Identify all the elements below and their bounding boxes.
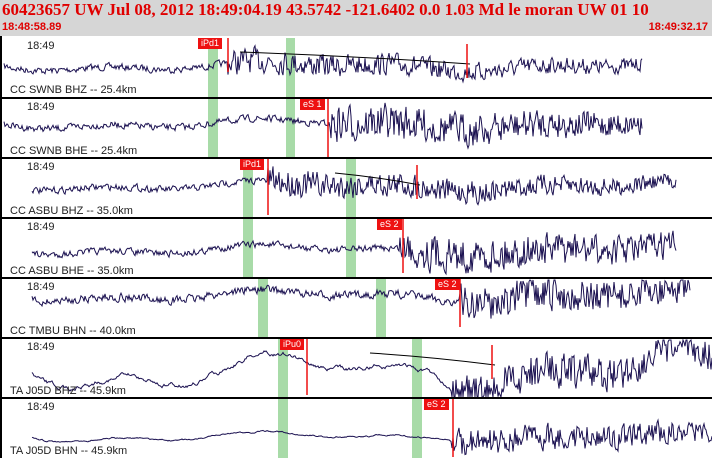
trace-time-label: 18:49 — [27, 341, 55, 353]
time-window-band — [346, 159, 356, 218]
time-window-band — [243, 219, 253, 278]
trace-separator — [0, 217, 712, 219]
phase-pick-tag[interactable]: iPd1 — [198, 38, 223, 49]
phase-pick-tag[interactable]: eS 2 — [377, 219, 402, 230]
time-window-band — [286, 38, 295, 97]
trace-time-label: 18:49 — [27, 101, 55, 113]
trace-panel[interactable]: 18:49 eS 1 CC SWNB BHE -- 25.4km — [0, 99, 712, 158]
time-window-band — [243, 159, 253, 218]
left-border — [0, 36, 2, 458]
waveform-trace — [3, 44, 643, 84]
phase-pick-tag[interactable]: eS 1 — [300, 99, 325, 110]
coda-curve — [239, 51, 471, 65]
trace-time-label: 18:49 — [27, 401, 55, 413]
trace-panel[interactable]: 18:49 iPd1 CC SWNB BHZ -- 25.4km — [0, 38, 712, 97]
station-label: CC SWNB BHZ -- 25.4km — [10, 84, 137, 96]
waveform-trace — [31, 230, 677, 276]
waveform-plot — [31, 219, 677, 278]
time-window-band — [412, 339, 422, 398]
waveform-trace — [31, 166, 677, 206]
waveform-plot — [31, 159, 677, 218]
time-window-band — [278, 399, 288, 458]
time-window-band — [346, 219, 356, 278]
trace-separator — [0, 397, 712, 399]
waveform-plot — [31, 399, 712, 458]
event-title: 60423657 UW Jul 08, 2012 18:49:04.19 43.… — [2, 0, 649, 19]
station-label: CC TMBU BHN -- 40.0km — [10, 325, 136, 337]
waveform-trace — [31, 339, 712, 398]
trace-separator — [0, 157, 712, 159]
time-window-band — [208, 99, 218, 158]
waveform-trace — [31, 418, 712, 456]
time-window-band — [286, 99, 295, 158]
trace-time-label: 18:49 — [27, 40, 55, 52]
time-window-band — [278, 339, 288, 398]
waveform-plot — [3, 38, 643, 97]
station-label: CC ASBU BHZ -- 35.0km — [10, 205, 133, 217]
waveform-trace — [31, 279, 691, 319]
waveform-plot — [3, 99, 643, 158]
station-label: CC ASBU BHE -- 35.0km — [10, 265, 134, 277]
station-label: CC SWNB BHE -- 25.4km — [10, 145, 138, 157]
waveform-plot — [31, 279, 691, 338]
event-header: 60423657 UW Jul 08, 2012 18:49:04.19 43.… — [0, 0, 712, 36]
waveform-plot — [31, 339, 712, 398]
phase-pick-tag[interactable]: eS 2 — [435, 279, 460, 290]
time-window-band — [258, 279, 268, 338]
end-time-label: 18:49:32.17 — [648, 21, 708, 33]
trace-time-label: 18:49 — [27, 161, 55, 173]
phase-pick-tag[interactable]: iPd1 — [240, 159, 265, 170]
trace-panel[interactable]: 18:49 eS 2 CC ASBU BHE -- 35.0km — [0, 219, 712, 278]
waveform-trace — [3, 102, 643, 150]
trace-separator — [0, 277, 712, 279]
trace-panel[interactable]: 18:49 eS 2 CC TMBU BHN -- 40.0km — [0, 279, 712, 338]
phase-pick-tag[interactable]: eS 2 — [424, 399, 449, 410]
trace-time-label: 18:49 — [27, 221, 55, 233]
time-window-band — [376, 279, 386, 338]
station-label: TA J05D BHZ -- 45.9km — [10, 385, 126, 397]
coda-curve — [369, 352, 496, 366]
phase-pick-tag[interactable]: iPu0 — [280, 339, 305, 350]
trace-panel[interactable]: 18:49 eS 2 TA J05D BHN -- 45.9km — [0, 399, 712, 458]
trace-separator — [0, 97, 712, 99]
station-label: TA J05D BHN -- 45.9km — [10, 445, 128, 457]
trace-time-label: 18:49 — [27, 281, 55, 293]
trace-separator — [0, 337, 712, 339]
start-time-label: 18:48:58.89 — [2, 21, 62, 33]
coda-curve — [334, 172, 421, 186]
trace-panel[interactable]: 18:49 iPd1 CC ASBU BHZ -- 35.0km — [0, 159, 712, 218]
trace-panel[interactable]: 18:49 iPu0 TA J05D BHZ -- 45.9km — [0, 339, 712, 398]
time-window-band — [412, 399, 422, 458]
